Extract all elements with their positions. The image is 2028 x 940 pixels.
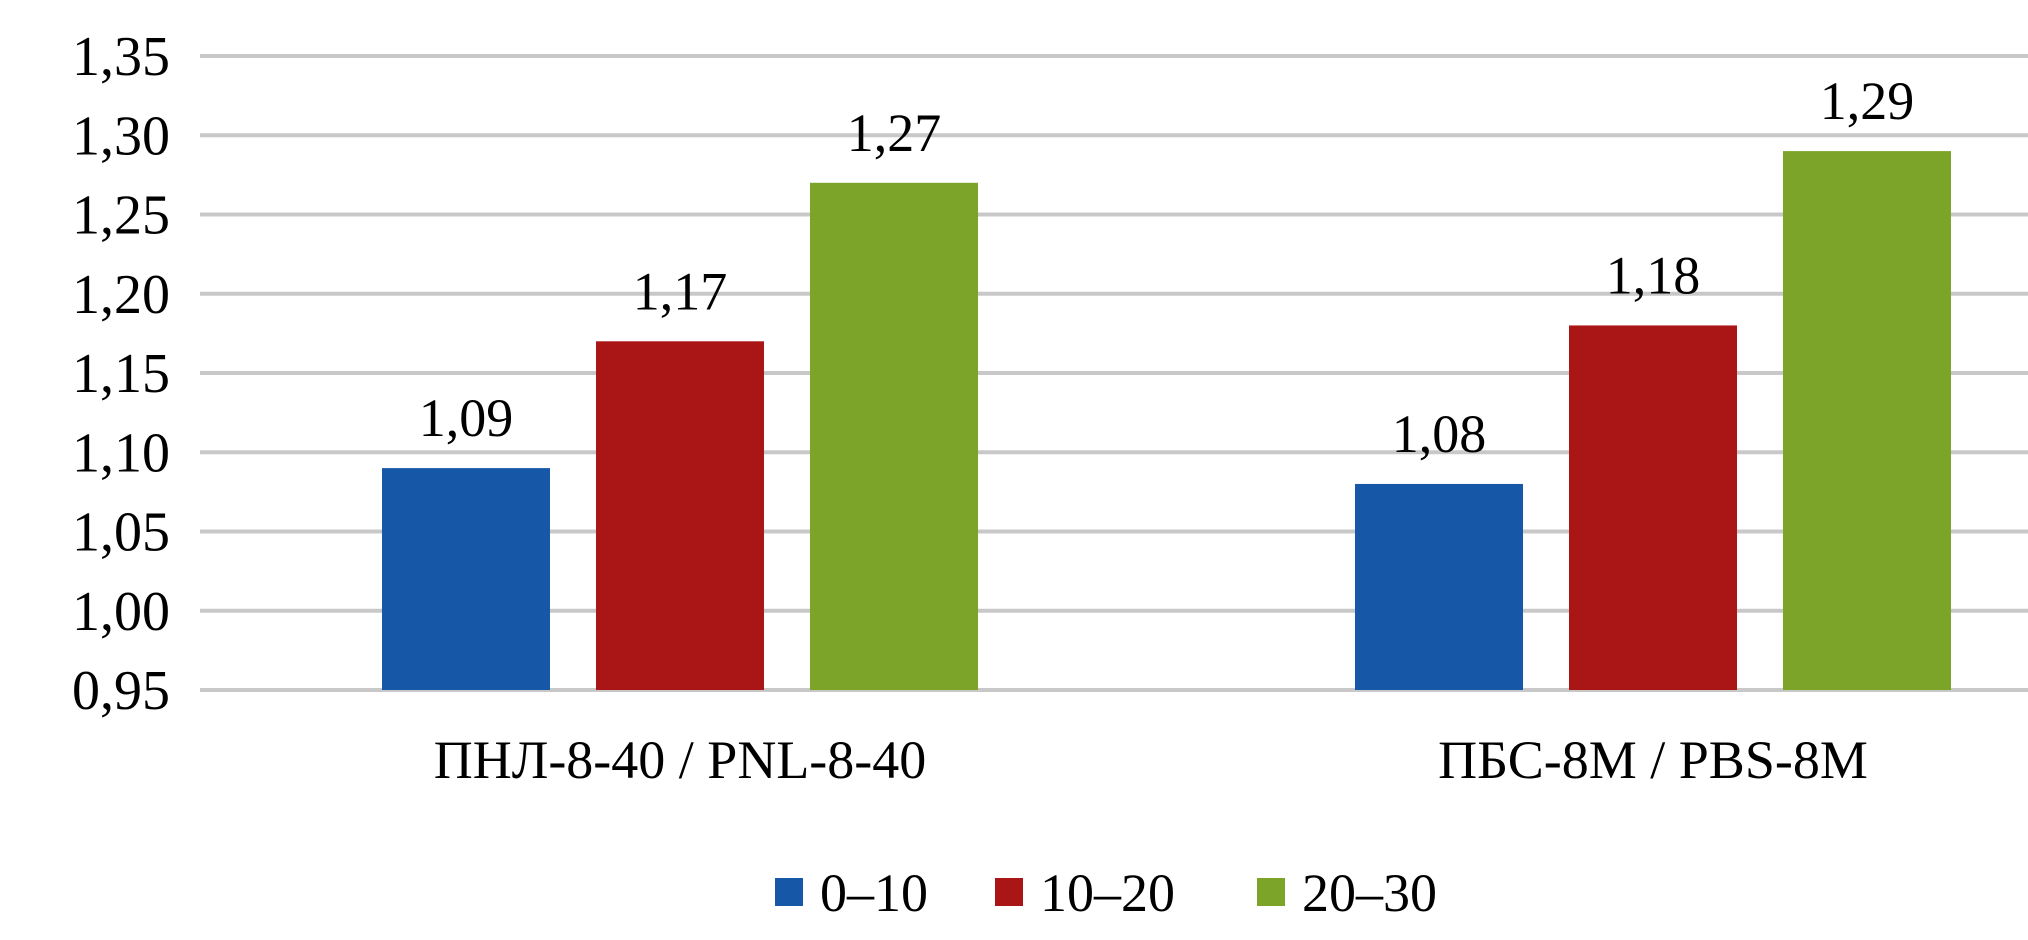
legend-label: 10–20 bbox=[1040, 863, 1175, 923]
legend-item: 0–10 bbox=[775, 863, 928, 923]
legend: 0–10 10–20 20–30 bbox=[775, 863, 1437, 923]
bar bbox=[1355, 483, 1523, 690]
legend-label: 20–30 bbox=[1302, 863, 1437, 923]
legend-swatch bbox=[1257, 878, 1285, 906]
data-label: 1,17 bbox=[633, 261, 728, 321]
y-tick-label: 1,25 bbox=[72, 185, 170, 247]
y-tick-label: 1,20 bbox=[72, 264, 170, 326]
data-label: 1,29 bbox=[1820, 71, 1915, 131]
legend-swatch bbox=[775, 878, 803, 906]
y-axis: 0,95 1,00 1,05 1,10 1,15 1,20 1,25 1,30 1,35 bbox=[72, 26, 170, 722]
legend-swatch bbox=[995, 878, 1023, 906]
x-tick-label: ПНЛ-8-40 / PNL-8-40 bbox=[434, 730, 927, 790]
y-tick-label: 1,10 bbox=[72, 422, 170, 484]
x-tick-label: ПБС-8М / PBS-8M bbox=[1438, 730, 1868, 790]
bar bbox=[596, 341, 764, 690]
y-tick-label: 1,00 bbox=[72, 581, 170, 643]
data-labels: 1,09 1,17 1,27 1,08 1,18 1,29 bbox=[419, 71, 1915, 464]
bars bbox=[382, 151, 1951, 691]
bar bbox=[1783, 151, 1951, 691]
legend-label: 0–10 bbox=[820, 863, 928, 923]
data-label: 1,27 bbox=[847, 103, 942, 163]
data-label: 1,09 bbox=[419, 388, 514, 448]
legend-item: 20–30 bbox=[1257, 863, 1437, 923]
y-tick-label: 1,35 bbox=[72, 26, 170, 88]
bar bbox=[382, 468, 550, 690]
data-label: 1,18 bbox=[1606, 245, 1701, 305]
y-tick-label: 0,95 bbox=[72, 660, 170, 722]
legend-item: 10–20 bbox=[995, 863, 1175, 923]
x-axis: ПНЛ-8-40 / PNL-8-40 ПБС-8М / PBS-8M bbox=[434, 730, 1868, 790]
y-tick-label: 1,30 bbox=[72, 105, 170, 167]
bar bbox=[810, 182, 978, 691]
y-tick-label: 1,05 bbox=[72, 502, 170, 564]
y-tick-label: 1,15 bbox=[72, 343, 170, 405]
data-label: 1,08 bbox=[1392, 404, 1487, 464]
bar bbox=[1569, 325, 1737, 690]
